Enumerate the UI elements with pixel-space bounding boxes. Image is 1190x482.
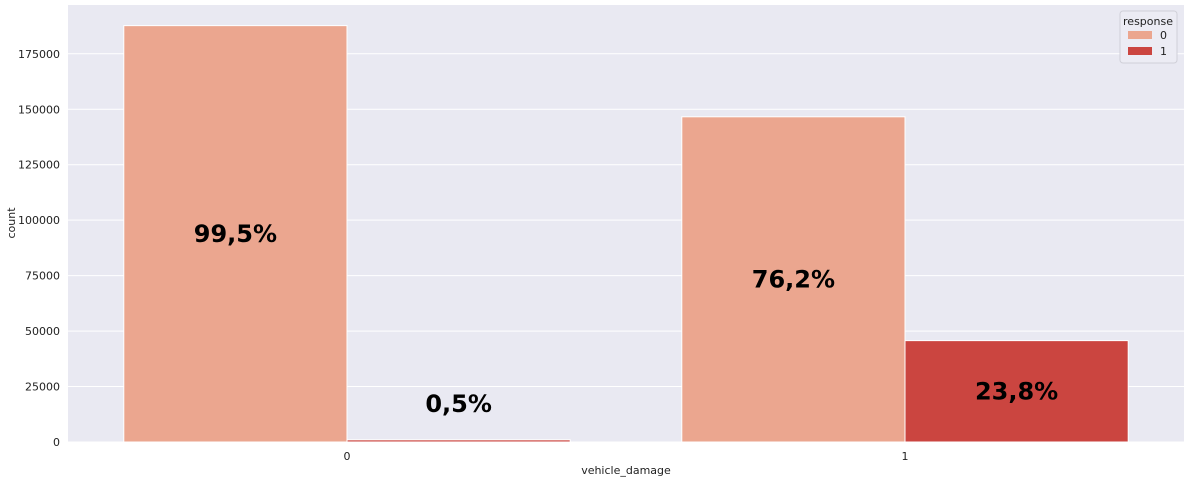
- y-axis-label: count: [5, 207, 18, 239]
- y-tick-label: 75000: [25, 270, 60, 283]
- y-tick-label: 125000: [18, 159, 60, 172]
- bar-1-cat-1: [904, 340, 1129, 443]
- y-tick-label: 100000: [18, 214, 60, 227]
- x-tick-label: 1: [902, 450, 909, 463]
- bar-labels: 99,5% 0,5% 76,2% 23,8%: [194, 220, 1058, 418]
- y-tick-label: 150000: [18, 103, 60, 116]
- bar-0-cat-0: [123, 25, 348, 443]
- bar-0-cat-1: [681, 116, 906, 443]
- legend-swatch-0: [1128, 31, 1152, 39]
- legend-title: response: [1123, 15, 1173, 28]
- bar-1-cat-0: [346, 439, 571, 443]
- y-tick-label: 175000: [18, 48, 60, 61]
- bar-percent-label: 23,8%: [975, 377, 1058, 405]
- y-tick-label: 25000: [25, 381, 60, 394]
- bar-percent-label: 0,5%: [425, 390, 492, 418]
- bar-percent-label: 99,5%: [194, 220, 277, 248]
- y-tick-label: 50000: [25, 325, 60, 338]
- legend-label-0: 0: [1160, 29, 1167, 42]
- x-axis-label: vehicle_damage: [581, 464, 671, 477]
- legend: response 0 1: [1119, 10, 1178, 64]
- legend-label-1: 1: [1160, 45, 1167, 58]
- bars: [123, 25, 1129, 443]
- x-tick-label: 0: [344, 450, 351, 463]
- bar-percent-label: 76,2%: [752, 265, 835, 293]
- legend-swatch-1: [1128, 47, 1152, 55]
- y-tick-labels: 0 25000 50000 75000 100000 125000 150000 175000: [18, 48, 60, 449]
- y-tick-label: 0: [53, 436, 60, 449]
